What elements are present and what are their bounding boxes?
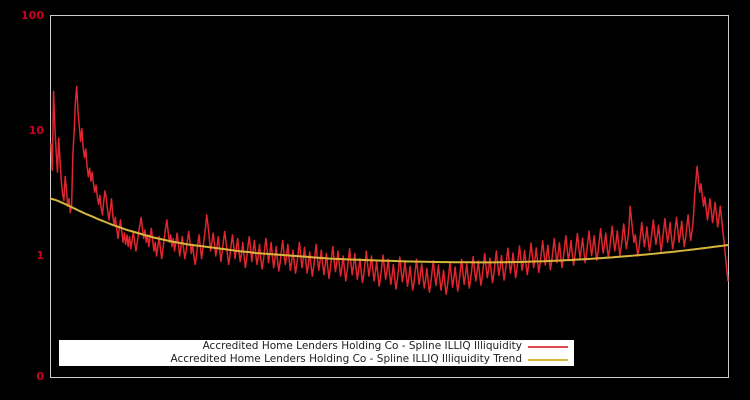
y-axis-tick-10: 10 [28, 124, 44, 137]
series-line-trend [50, 197, 729, 264]
y-axis-tick-1: 1 [36, 249, 44, 262]
series-line-illiquidity [50, 85, 729, 295]
legend-line-swatch-icon [528, 340, 568, 353]
plot-frame [50, 15, 729, 378]
y-axis-tick-0: 0 [36, 370, 44, 383]
y-axis-tick-100: 100 [21, 9, 44, 22]
legend-label-trend: Accredited Home Lenders Holding Co - Spl… [170, 353, 522, 365]
legend-entry-illiquidity[interactable]: Accredited Home Lenders Holding Co - Spl… [59, 340, 574, 353]
series-layer [50, 85, 729, 295]
legend-line-swatch-icon [528, 353, 568, 366]
legend-label-illiquidity: Accredited Home Lenders Holding Co - Spl… [202, 340, 522, 352]
legend-entry-trend[interactable]: Accredited Home Lenders Holding Co - Spl… [59, 353, 574, 366]
chart-legend: Accredited Home Lenders Holding Co - Spl… [59, 340, 574, 366]
